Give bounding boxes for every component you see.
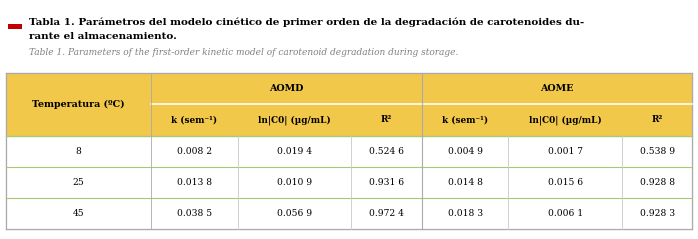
Text: ln|C0| (µg/mL): ln|C0| (µg/mL) [258,115,331,125]
Bar [238,104,351,136]
Text: ln|C0| (µg/mL): ln|C0| (µg/mL) [529,115,602,125]
Text: k (sem⁻¹): k (sem⁻¹) [172,115,218,124]
Bar [508,104,622,136]
Bar [422,104,508,136]
Text: 0.056 9: 0.056 9 [277,209,312,218]
Bar [622,104,692,136]
Text: Table 1. Parameters of the first-order kinetic model of carotenoid degradation d: Table 1. Parameters of the first-order k… [29,48,459,57]
Text: k (sem⁻¹): k (sem⁻¹) [442,115,488,124]
Text: 0.010 9: 0.010 9 [277,178,312,187]
Bar [151,73,422,104]
Text: 0.018 3: 0.018 3 [447,209,483,218]
Text: Tabla 1. Parámetros del modelo cinético de primer orden de la degradación de car: Tabla 1. Parámetros del modelo cinético … [29,18,584,27]
Text: 0.928 3: 0.928 3 [639,209,675,218]
Bar [6,73,692,229]
Bar [151,104,238,136]
Text: Temperatura (ºC): Temperatura (ºC) [32,100,125,109]
Text: 0.015 6: 0.015 6 [548,178,583,187]
Bar [6,198,692,229]
Text: 0.931 6: 0.931 6 [369,178,404,187]
Bar [351,104,422,136]
Text: 0.001 7: 0.001 7 [548,147,583,156]
Text: 0.008 2: 0.008 2 [177,147,212,156]
Text: AOME: AOME [540,84,574,93]
Text: 0.928 8: 0.928 8 [639,178,675,187]
Text: 45: 45 [73,209,84,218]
Bar [6,167,692,198]
Text: rante el almacenamiento.: rante el almacenamiento. [29,32,177,41]
Bar [6,136,692,167]
Text: R²: R² [381,115,392,124]
Text: 0.006 1: 0.006 1 [548,209,583,218]
Text: 0.019 4: 0.019 4 [277,147,312,156]
Bar [8,24,22,29]
Text: 0.004 9: 0.004 9 [447,147,482,156]
Text: 0.038 5: 0.038 5 [177,209,212,218]
Text: 0.972 4: 0.972 4 [369,209,404,218]
Text: AOMD: AOMD [269,84,304,93]
Text: R²: R² [651,115,663,124]
Text: 25: 25 [73,178,84,187]
Text: 0.013 8: 0.013 8 [177,178,212,187]
Text: 8: 8 [75,147,82,156]
Text: 0.524 6: 0.524 6 [369,147,404,156]
Text: 0.538 9: 0.538 9 [639,147,675,156]
Bar [6,73,151,136]
Bar [422,73,692,104]
Text: 0.014 8: 0.014 8 [447,178,482,187]
